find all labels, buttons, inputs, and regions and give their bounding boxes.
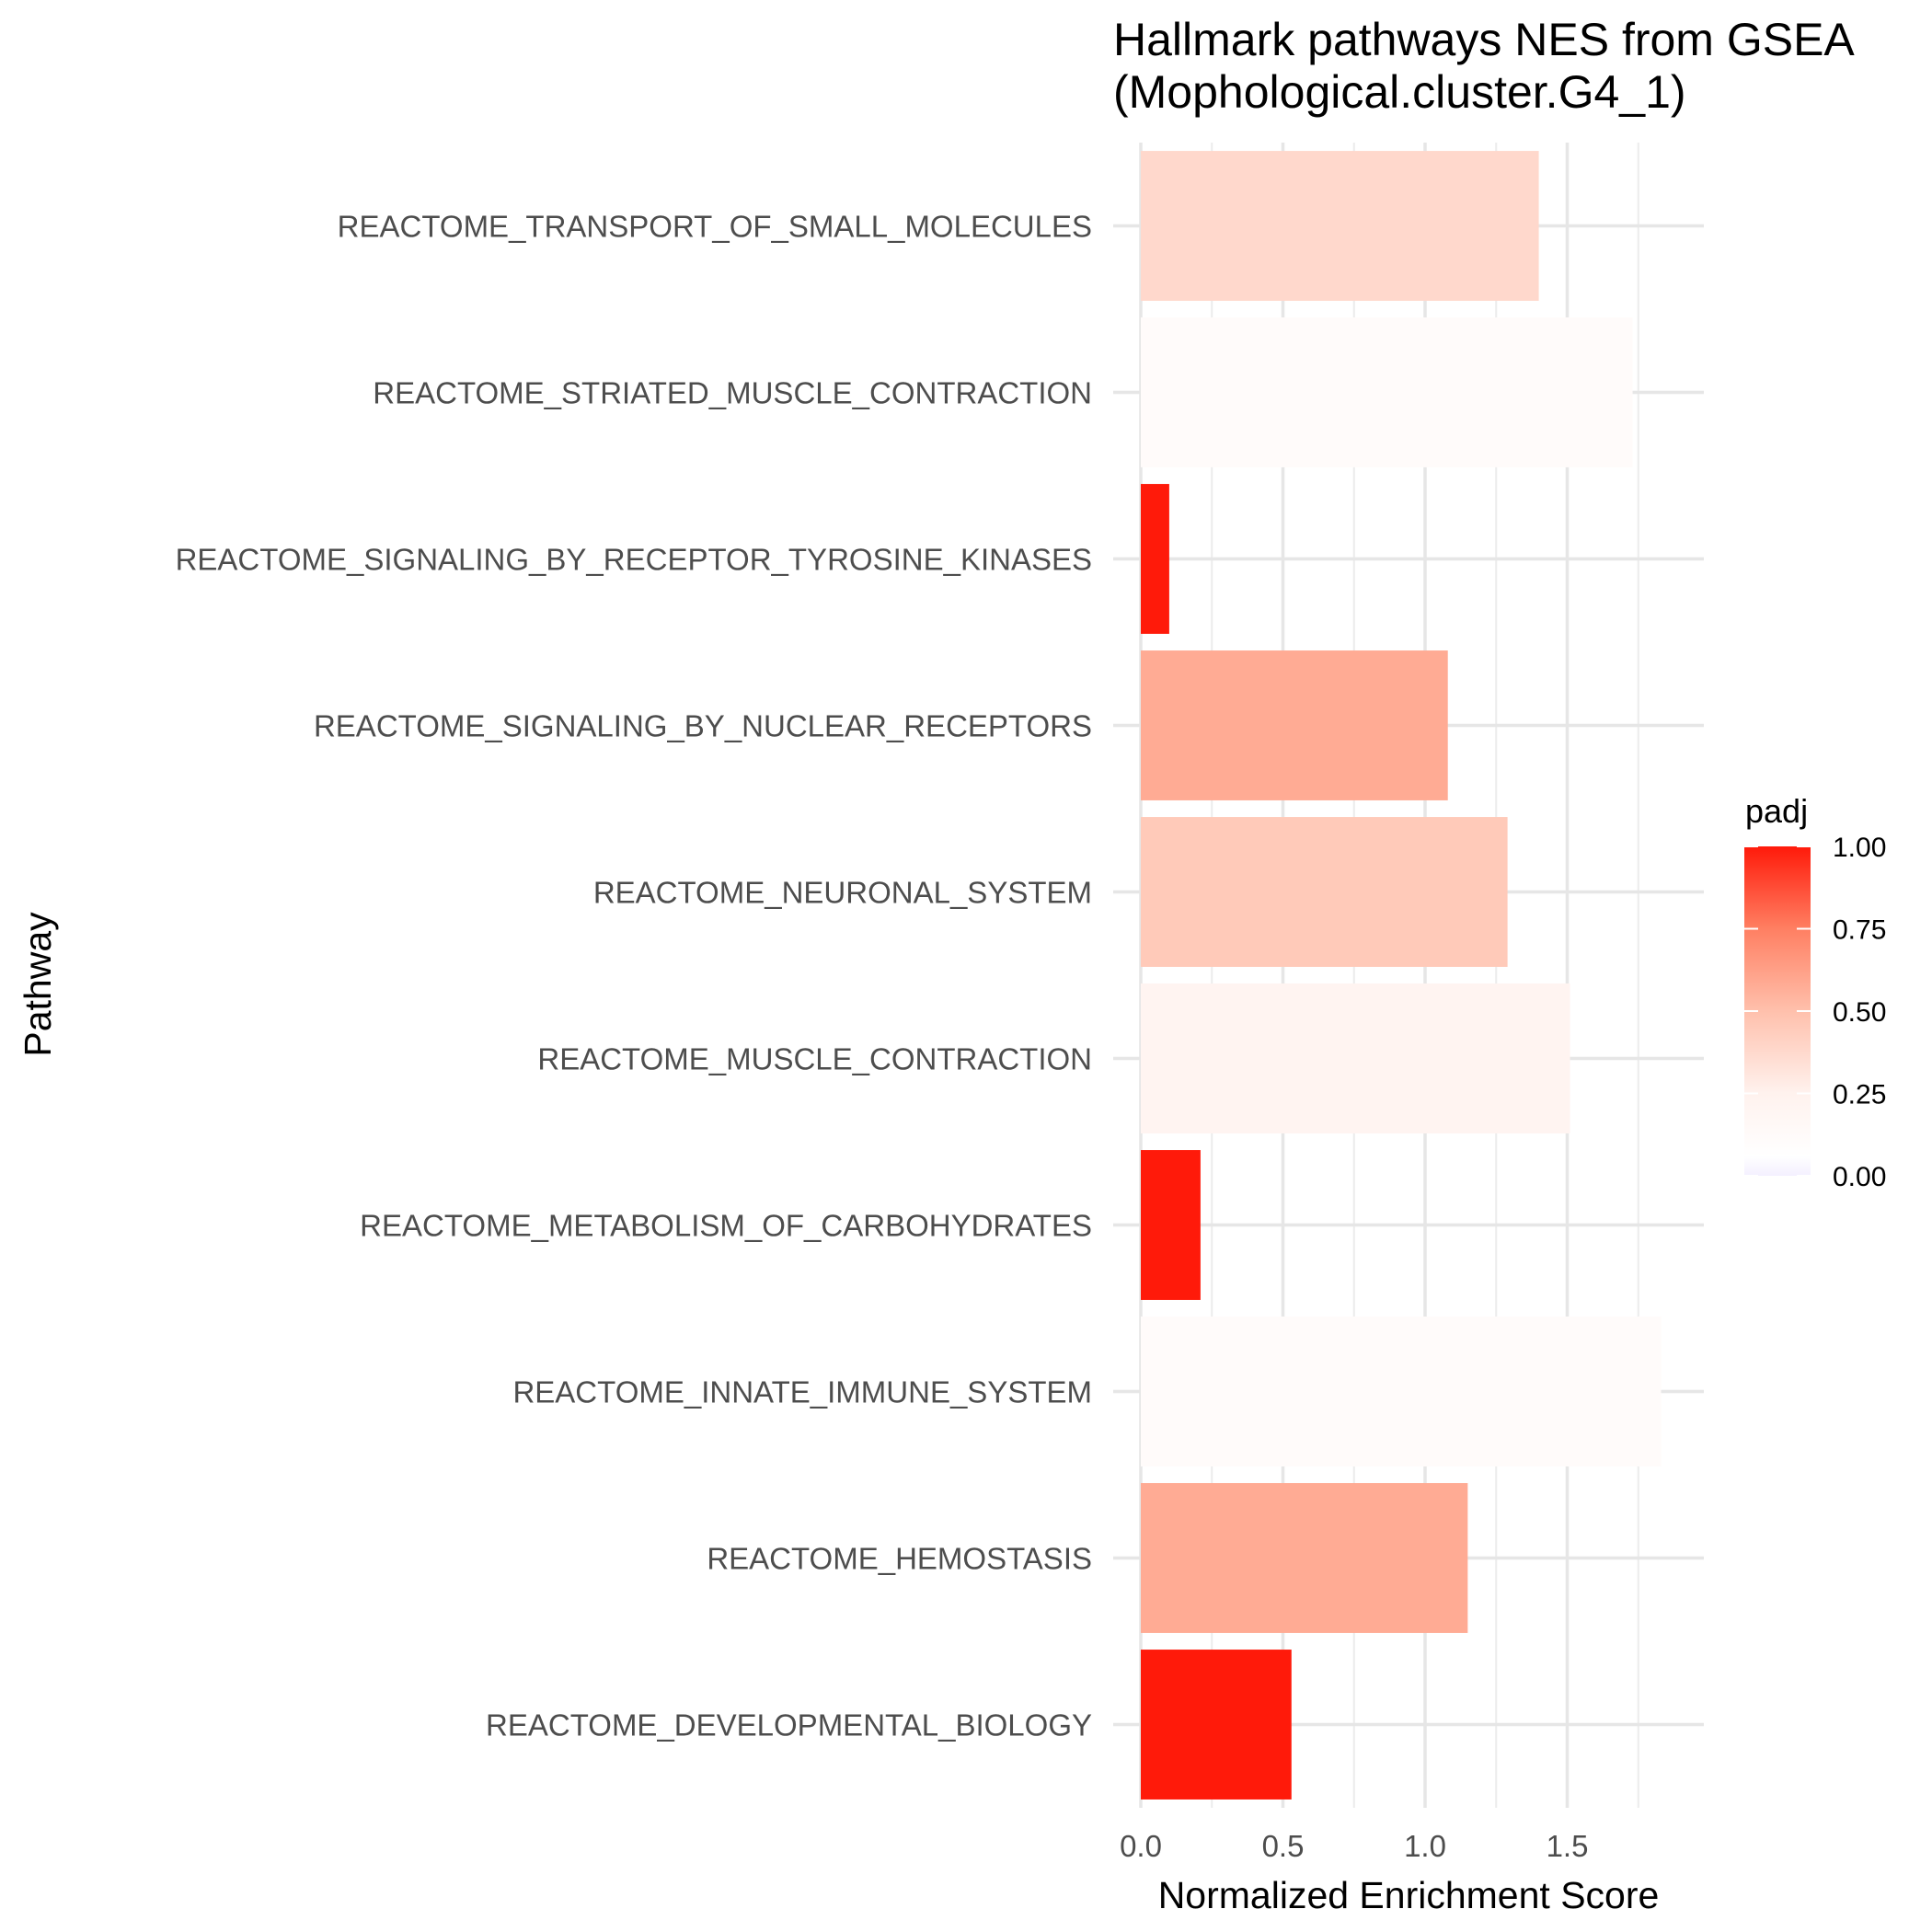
chart-title-line-1: Hallmark pathways NES from GSEA [1113,14,1855,65]
category-label: REACTOME_SIGNALING_BY_RECEPTOR_TYROSINE_… [176,543,1092,577]
category-label: REACTOME_DEVELOPMENTAL_BIOLOGY [486,1708,1092,1742]
bar-9 [1141,1483,1468,1633]
bar-4 [1141,650,1448,800]
chart-title: Hallmark pathways NES from GSEA (Mopholo… [1113,14,1865,118]
x-tick-label: 0.0 [1120,1829,1162,1863]
bar-6 [1141,983,1570,1133]
category-label: REACTOME_MUSCLE_CONTRACTION [537,1042,1092,1076]
legend-tick-label: 1.00 [1833,833,1886,863]
category-label: REACTOME_INNATE_IMMUNE_SYSTEM [512,1375,1092,1409]
legend: padj 1.00 0.75 0.50 0.25 0.00 [1744,792,1886,1192]
category-label: REACTOME_TRANSPORT_OF_SMALL_MOLECULES [338,210,1092,244]
y-axis-title: Pathway [17,912,59,1057]
bar-2 [1141,317,1633,467]
bar-1 [1141,151,1539,301]
bar-8 [1141,1317,1662,1466]
legend-tick-label: 0.00 [1833,1162,1886,1192]
x-tick-label: 1.0 [1404,1829,1446,1863]
legend-title: padj [1745,792,1808,830]
category-label: REACTOME_SIGNALING_BY_NUCLEAR_RECEPTORS [314,709,1092,743]
legend-tick-label: 0.50 [1833,997,1886,1028]
x-tick-label: 0.5 [1262,1829,1305,1863]
x-axis-title: Normalized Enrichment Score [1158,1874,1660,1916]
category-label: REACTOME_HEMOSTASIS [707,1542,1092,1576]
bar-10 [1141,1650,1292,1800]
bar-3 [1141,484,1169,634]
legend-ticks: 1.00 0.75 0.50 0.25 0.00 [1744,833,1886,1192]
bar-5 [1141,817,1508,967]
category-label: REACTOME_METABOLISM_OF_CARBOHYDRATES [360,1209,1092,1243]
category-label: REACTOME_STRIATED_MUSCLE_CONTRACTION [373,376,1092,410]
bars [1141,151,1662,1800]
bar-7 [1141,1150,1201,1300]
chart-title-line-2: (Mophological.cluster.G4_1) [1113,66,1686,118]
legend-tick-label: 0.25 [1833,1080,1886,1110]
x-tick-label: 1.5 [1547,1829,1589,1863]
legend-tick-label: 0.75 [1833,915,1886,946]
category-labels: REACTOME_TRANSPORT_OF_SMALL_MOLECULES REA… [176,210,1092,1742]
x-axis-ticks: 0.0 0.5 1.0 1.5 [1120,1829,1588,1863]
category-label: REACTOME_NEURONAL_SYSTEM [593,876,1092,910]
